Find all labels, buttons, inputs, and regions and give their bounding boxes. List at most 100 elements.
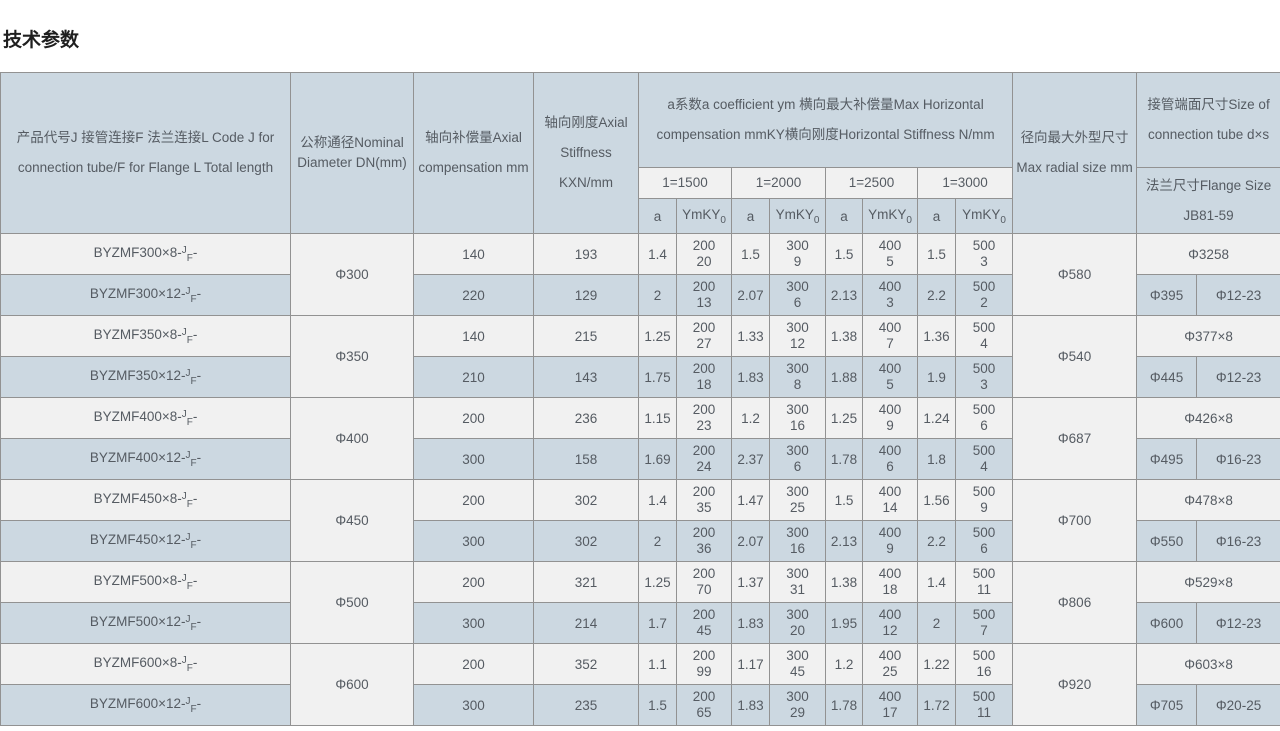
a-value-cell: 2 <box>638 274 677 316</box>
nominal-diameter-cell: Φ400 <box>290 397 414 480</box>
header-ymky0: YmKY0 <box>676 198 732 234</box>
axial-compensation-cell: 140 <box>413 315 534 357</box>
header-ymky0: YmKY0 <box>954 198 1014 234</box>
ym-value-cell: 500 2 <box>954 274 1014 316</box>
a-value-cell: 1.1 <box>638 643 677 685</box>
a-value-cell: 1.69 <box>638 438 677 480</box>
a-value-cell: 1.83 <box>731 684 770 726</box>
ym-value-cell: 400 5 <box>862 233 918 275</box>
table-row: BYZMF500×12-JF- 300 214 1.7 200 45 1.83 300 20 1.… <box>0 602 1280 644</box>
ym-value-cell: 400 14 <box>862 479 918 521</box>
a-value-cell: 1.22 <box>917 643 956 685</box>
ym-value-cell: 500 6 <box>954 397 1014 439</box>
ym-value-cell: 200 24 <box>676 438 732 480</box>
header-a: a <box>638 198 677 234</box>
a-value-cell: 1.36 <box>917 315 956 357</box>
a-value-cell: 1.8 <box>917 438 956 480</box>
product-code-cell: BYZMF500×12-JF- <box>0 602 291 644</box>
a-value-cell: 2 <box>917 602 956 644</box>
ym-value-cell: 300 6 <box>769 438 826 480</box>
ym-value-cell: 500 11 <box>954 684 1014 726</box>
flange-holes-cell: Φ20-25 <box>1196 684 1280 726</box>
a-value-cell: 1.72 <box>917 684 956 726</box>
a-value-cell: 1.33 <box>731 315 770 357</box>
header-max-radial-size: 径向最大外型尺寸 Max radial size mm <box>1012 72 1138 234</box>
product-code-cell: BYZMF300×8-JF- <box>0 233 291 275</box>
axial-compensation-cell: 300 <box>413 684 534 726</box>
a-value-cell: 2.13 <box>825 520 863 562</box>
ym-value-cell: 400 9 <box>862 397 918 439</box>
ym-value-cell: 300 16 <box>769 520 826 562</box>
axial-stiffness-cell: 214 <box>533 602 639 644</box>
axial-stiffness-cell: 321 <box>533 561 639 603</box>
ym-value-cell: 300 9 <box>769 233 826 275</box>
ym-value-cell: 500 11 <box>954 561 1014 603</box>
a-value-cell: 1.2 <box>825 643 863 685</box>
nominal-diameter-cell: Φ450 <box>290 479 414 562</box>
header-a: a <box>825 198 863 234</box>
nominal-diameter-cell: Φ300 <box>290 233 414 316</box>
flange-diameter-cell: Φ705 <box>1136 684 1198 726</box>
ym-value-cell: 300 45 <box>769 643 826 685</box>
product-code-cell: BYZMF350×8-JF- <box>0 315 291 357</box>
flange-holes-cell: Φ12-23 <box>1196 274 1280 316</box>
a-value-cell: 1.15 <box>638 397 677 439</box>
axial-compensation-cell: 140 <box>413 233 534 275</box>
axial-stiffness-cell: 235 <box>533 684 639 726</box>
a-value-cell: 1.75 <box>638 356 677 398</box>
table-row: BYZMF350×8-JF- Φ350 140 215 1.25 200 27 1.33 300… <box>0 315 1280 398</box>
a-value-cell: 1.56 <box>917 479 956 521</box>
a-value-cell: 1.5 <box>638 684 677 726</box>
product-code-cell: BYZMF450×12-JF- <box>0 520 291 562</box>
ym-value-cell: 400 5 <box>862 356 918 398</box>
a-value-cell: 1.4 <box>638 233 677 275</box>
ym-value-cell: 200 13 <box>676 274 732 316</box>
ym-value-cell: 400 25 <box>862 643 918 685</box>
ym-value-cell: 300 12 <box>769 315 826 357</box>
ym-value-cell: 500 9 <box>954 479 1014 521</box>
axial-stiffness-cell: 193 <box>533 233 639 275</box>
ym-value-cell: 200 18 <box>676 356 732 398</box>
axial-stiffness-cell: 143 <box>533 356 639 398</box>
header-ymky0: YmKY0 <box>862 198 918 234</box>
table-row: BYZMF600×8-JF- Φ600 200 352 1.1 200 99 1.17 300 4… <box>0 643 1280 726</box>
axial-compensation-cell: 200 <box>413 397 534 439</box>
tube-size-cell: Φ603×8 <box>1136 643 1280 685</box>
table-row: BYZMF400×12-JF- 300 158 1.69 200 24 2.37 300 6 1.… <box>0 438 1280 480</box>
nominal-diameter-cell: Φ350 <box>290 315 414 398</box>
ym-value-cell: 500 6 <box>954 520 1014 562</box>
axial-stiffness-cell: 158 <box>533 438 639 480</box>
table-row: BYZMF600×12-JF- 300 235 1.5 200 65 1.83 300 29 1.… <box>0 684 1280 726</box>
header-coefficient-group: a系数a coefficient ym 横向最大补偿量Max Horizonta… <box>637 72 1014 168</box>
header-axial-compensation: 轴向补偿量Axial compensation mm <box>413 72 534 234</box>
flange-diameter-cell: Φ550 <box>1136 520 1198 562</box>
header-length-1500: 1=1500 <box>638 167 732 199</box>
a-value-cell: 1.25 <box>825 397 863 439</box>
a-value-cell: 1.78 <box>825 684 863 726</box>
a-value-cell: 1.83 <box>731 356 770 398</box>
a-value-cell: 1.7 <box>638 602 677 644</box>
a-value-cell: 1.5 <box>917 233 956 275</box>
flange-diameter-cell: Φ600 <box>1136 602 1198 644</box>
a-value-cell: 1.17 <box>731 643 770 685</box>
max-radial-size-cell: Φ920 <box>1012 643 1138 726</box>
ym-value-cell: 400 12 <box>862 602 918 644</box>
a-value-cell: 1.38 <box>825 561 863 603</box>
a-value-cell: 2.07 <box>731 520 770 562</box>
a-value-cell: 1.5 <box>731 233 770 275</box>
header-length-3000: 1=3000 <box>916 167 1014 199</box>
nominal-diameter-cell: Φ600 <box>290 643 414 726</box>
axial-stiffness-cell: 236 <box>533 397 639 439</box>
header-a: a <box>917 198 956 234</box>
tube-size-cell: Φ377×8 <box>1136 315 1280 357</box>
ym-value-cell: 300 29 <box>769 684 826 726</box>
ym-value-cell: 200 70 <box>676 561 732 603</box>
ym-value-cell: 400 3 <box>862 274 918 316</box>
ym-value-cell: 500 7 <box>954 602 1014 644</box>
ym-value-cell: 200 27 <box>676 315 732 357</box>
ym-value-cell: 400 18 <box>862 561 918 603</box>
axial-compensation-cell: 220 <box>413 274 534 316</box>
ym-value-cell: 300 20 <box>769 602 826 644</box>
ym-value-cell: 200 23 <box>676 397 732 439</box>
ym-value-cell: 300 6 <box>769 274 826 316</box>
